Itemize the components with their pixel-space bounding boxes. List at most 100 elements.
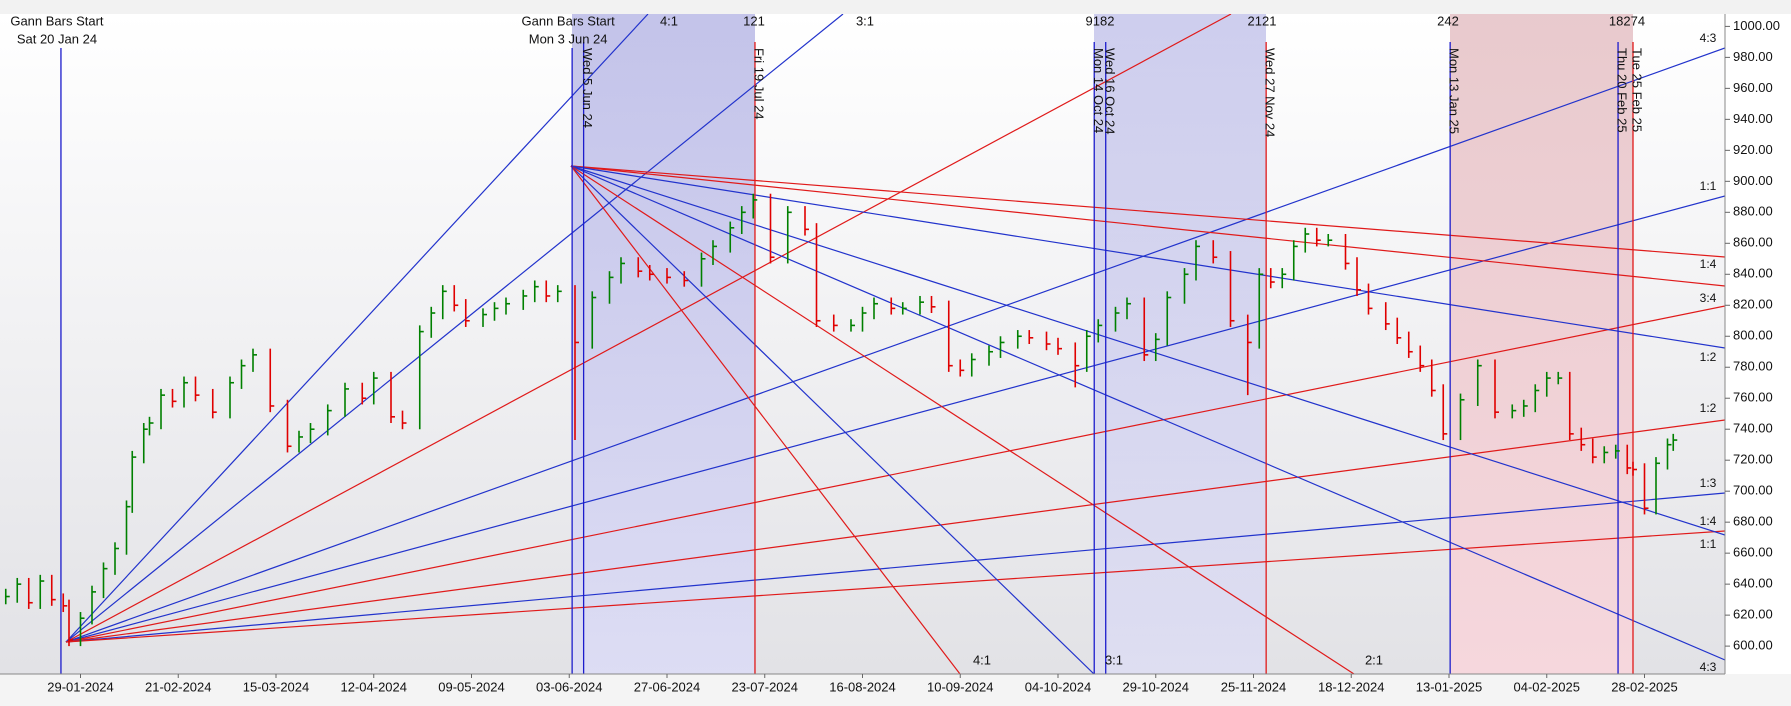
fan-line [570,165,961,674]
time-zone-shade [1094,14,1266,674]
time-axis: 29-01-2024 21-02-2024 15-03-2024 12-04-2024… [47,674,1678,694]
fan-line [570,165,1095,674]
y-tick-label: 680.00 [1733,514,1773,529]
y-tick-label: 980.00 [1733,49,1773,64]
y-tick-label: 860.00 [1733,235,1773,250]
gann-start-labels: Gann Bars Start Sat 20 Jan 24 Gann Bars St… [10,13,615,46]
fan-line [65,14,1232,643]
fan-line [570,165,1725,287]
fan-label: 4:1 [660,13,678,28]
cycle-label: 242 [1437,13,1459,28]
fan-ratio-label: 1:4 [1700,257,1717,271]
marker-label: Fri 19 Jul 24 [752,48,767,120]
fan-ratio-label: 1:2 [1700,401,1717,415]
fan-label: 4:1 [973,652,991,667]
y-tick-label: 780.00 [1733,359,1773,374]
y-tick-label: 940.00 [1733,111,1773,126]
y-tick-label: 920.00 [1733,142,1773,157]
x-tick-label: 23-07-2024 [732,679,799,694]
time-markers: Wed 5 Jun 24 Fri 19 Jul 24 Mon 14 Oct 24We… [60,42,1645,674]
marker-label: Thu 20 Feb 25 [1615,48,1630,133]
time-zone-shade [572,14,755,674]
y-tick-label: 900.00 [1733,173,1773,188]
price-axis: 600.00 620.00 640.00 660.00 680.00 700.00 720.… [1725,18,1780,653]
top-labels: 4:1 121 3:1 9182 2121 242 18274 [660,13,1645,28]
y-tick-label: 720.00 [1733,452,1773,467]
marker-label: Mon 14 Oct 24 [1091,48,1106,133]
x-tick-label: 29-01-2024 [47,679,114,694]
y-tick-label: 840.00 [1733,266,1773,281]
gann-start-title: Gann Bars Start [10,13,104,28]
fan-line [65,419,1725,643]
fan-line [65,492,1725,643]
cycle-label: 18274 [1609,13,1645,28]
fan-line [570,165,1725,536]
x-tick-label: 13-01-2025 [1416,679,1483,694]
gann-start-date: Sat 20 Jan 24 [17,31,97,46]
y-tick-label: 800.00 [1733,328,1773,343]
price-bars [4,193,1678,647]
time-zone-shade [1450,14,1633,674]
fan-line [65,530,1725,643]
x-tick-label: 25-11-2024 [1221,679,1287,694]
x-tick-label: 29-10-2024 [1123,679,1190,694]
bottom-labels: 4:1 3:1 2:1 [973,652,1383,667]
y-tick-label: 1000.00 [1733,18,1780,33]
gann-start-date: Mon 3 Jun 24 [529,31,608,46]
x-tick-label: 27-06-2024 [634,679,701,694]
y-tick-label: 740.00 [1733,421,1773,436]
marker-label: Wed 5 Jun 24 [580,48,595,128]
fan-ratio-label: 1:1 [1700,537,1717,551]
fan-ratio-label: 1:1 [1700,179,1717,193]
x-tick-label: 12-04-2024 [341,679,408,694]
fan-ratio-label: 4:3 [1700,660,1717,674]
x-tick-label: 04-02-2025 [1514,679,1581,694]
right-labels: 4:3 1:1 1:4 3:4 1:2 1:2 1:3 1:4 1:1 4:3 [1700,31,1717,674]
y-tick-label: 600.00 [1733,638,1773,653]
y-tick-label: 820.00 [1733,297,1773,312]
y-tick-label: 660.00 [1733,545,1773,560]
y-tick-label: 960.00 [1733,80,1773,95]
fan-label: 3:1 [856,13,874,28]
x-tick-label: 21-02-2024 [145,679,212,694]
fan-line [65,14,649,643]
plot-background [0,14,1725,674]
x-tick-label: 15-03-2024 [243,679,310,694]
fan-line [65,14,844,643]
y-tick-label: 880.00 [1733,204,1773,219]
gann-start-title: Gann Bars Start [522,13,616,28]
marker-label: Wed 27 Nov 24 [1263,48,1278,137]
fan-line [570,165,1725,661]
gann-fans [65,14,1725,674]
x-tick-label: 28-02-2025 [1611,679,1678,694]
fan-line [570,165,1725,258]
fan-ratio-label: 1:3 [1700,476,1717,490]
fan-line [65,47,1725,643]
fan-label: 121 [743,13,765,28]
fan-label: 2:1 [1365,652,1383,667]
cycle-label: 9182 [1086,13,1115,28]
y-tick-label: 760.00 [1733,390,1773,405]
x-tick-label: 04-10-2024 [1025,679,1092,694]
price-axis-background [1725,14,1791,674]
marker-label: Tue 25 Feb 25 [1630,48,1645,132]
y-tick-label: 640.00 [1733,576,1773,591]
cycle-label: 2121 [1248,13,1277,28]
fan-line [570,165,1355,674]
marker-label: Wed 16 Oct 24 [1102,48,1117,134]
fan-label: 3:1 [1105,652,1123,667]
fan-ratio-label: 1:4 [1700,514,1717,528]
x-tick-label: 03-06-2024 [536,679,603,694]
y-tick-label: 700.00 [1733,483,1773,498]
fan-ratio-label: 1:2 [1700,350,1717,364]
fan-line [65,305,1725,643]
y-tick-label: 620.00 [1733,607,1773,622]
x-tick-label: 18-12-2024 [1318,679,1385,694]
fan-ratio-label: 3:4 [1700,291,1717,305]
fan-ratio-label: 4:3 [1700,31,1717,45]
fan-line [65,195,1725,643]
time-axis-background [0,674,1791,706]
marker-label: Mon 13 Jan 25 [1447,48,1462,134]
x-tick-label: 09-05-2024 [438,679,505,694]
